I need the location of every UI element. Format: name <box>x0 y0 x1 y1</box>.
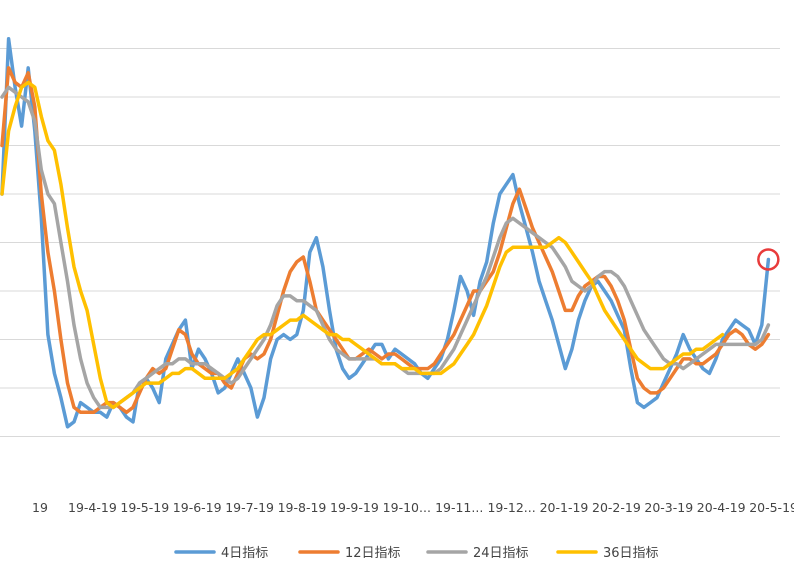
series-line-2 <box>0 66 771 415</box>
x-axis-tick-labels: 19 19-4-19 19-5-19 19-6-19 19-7-19 19-8-19 19-… <box>32 500 794 515</box>
legend: 4日指标 12日指标 24日指标 36日指标 <box>174 546 659 561</box>
x-tick-label: 20-4-19 <box>697 500 746 515</box>
series-line-1 <box>0 37 771 429</box>
series-lines <box>0 37 771 429</box>
x-tick-label: 20-1-19 <box>540 500 589 515</box>
legend-label: 24日指标 <box>473 546 529 561</box>
series-line-4 <box>0 80 725 410</box>
marker-circle <box>757 248 780 271</box>
gridlines <box>0 48 780 437</box>
x-tick-label: 19-6-19 <box>173 500 222 515</box>
x-tick-label: 20-2-19 <box>592 500 641 515</box>
highlight-marker <box>757 248 780 271</box>
x-tick-label: 19 <box>32 500 48 515</box>
x-tick-label: 20-3-19 <box>644 500 693 515</box>
x-tick-label: 19-9-19 <box>330 500 379 515</box>
x-tick-label: 19-4-19 <box>68 500 117 515</box>
legend-label: 36日指标 <box>603 546 659 561</box>
x-tick-label: 19-10... <box>383 500 431 515</box>
legend-label: 12日指标 <box>345 546 401 561</box>
x-tick-label: 20-5-19 <box>749 500 794 515</box>
x-tick-label: 19-5-19 <box>120 500 169 515</box>
x-tick-label: 19-11... <box>435 500 483 515</box>
x-tick-label: 19-7-19 <box>225 500 274 515</box>
series-line-3 <box>0 85 771 410</box>
x-tick-label: 19-12... <box>487 500 535 515</box>
legend-label: 4日指标 <box>221 546 268 561</box>
x-tick-label: 19-8-19 <box>278 500 327 515</box>
